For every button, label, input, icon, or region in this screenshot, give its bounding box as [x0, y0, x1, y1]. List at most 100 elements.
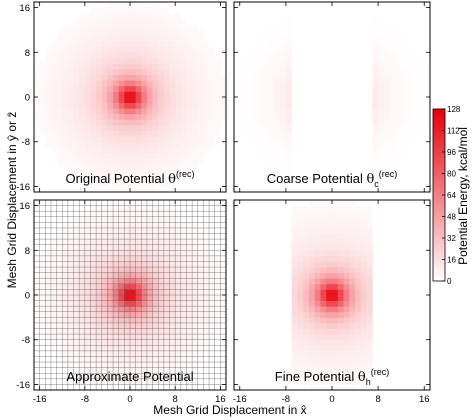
heatmap-cell	[84, 283, 91, 290]
heatmap-cell	[118, 384, 125, 391]
heatmap-cell	[146, 69, 153, 76]
colorbar-swatch	[433, 208, 445, 212]
heatmap-cell	[268, 124, 275, 131]
heatmap-cell	[251, 63, 258, 70]
heatmap-cell	[73, 29, 80, 36]
heatmap-cell	[96, 180, 103, 187]
heatmap-cell	[56, 29, 63, 36]
heatmap-cell	[320, 267, 327, 274]
heatmap-cell	[56, 255, 63, 262]
heatmap-cell	[209, 339, 216, 346]
heatmap-cell	[79, 339, 86, 346]
heatmap-cell	[169, 356, 176, 363]
heatmap-cell	[308, 373, 316, 380]
heatmap-cell	[203, 261, 210, 268]
heatmap-cell	[107, 267, 114, 274]
heatmap-cell	[291, 205, 298, 212]
heatmap-cell	[378, 119, 385, 126]
heatmap-cell	[96, 367, 103, 374]
heatmap-cell	[343, 306, 350, 313]
heatmap-cell	[130, 57, 137, 64]
heatmap-cell	[158, 35, 165, 42]
heatmap-cell	[62, 91, 69, 98]
heatmap-cell	[314, 222, 321, 229]
heatmap-cell	[383, 119, 391, 126]
heatmap-cell	[274, 124, 281, 131]
heatmap-cell	[152, 130, 159, 137]
heatmap-cell	[418, 91, 425, 98]
heatmap-cell	[343, 255, 350, 262]
heatmap-cell	[67, 244, 74, 251]
heatmap-cell	[175, 311, 182, 318]
heatmap-cell	[360, 283, 367, 290]
heatmap-cell	[118, 295, 125, 301]
heatmap-cell	[203, 345, 210, 352]
heatmap-cell	[113, 35, 120, 42]
heatmap-cell	[118, 175, 125, 182]
heatmap-cell	[383, 85, 391, 92]
heatmap-cell	[383, 74, 391, 81]
heatmap-cell	[141, 158, 148, 165]
heatmap-cell	[141, 29, 148, 36]
heatmap-cell	[45, 311, 52, 318]
heatmap-cell	[169, 113, 176, 120]
heatmap-cell	[124, 147, 131, 154]
heatmap-cell	[146, 367, 153, 374]
heatmap-cell	[118, 69, 125, 76]
heatmap-cell	[113, 13, 120, 20]
heatmap-cell	[84, 300, 91, 307]
heatmap-cell	[135, 152, 142, 159]
heatmap-cell	[90, 267, 97, 274]
heatmap-cell	[251, 108, 258, 115]
heatmap-cell	[383, 41, 391, 48]
heatmap-cell	[343, 227, 350, 234]
heatmap-cell	[45, 339, 52, 346]
heatmap-cell	[355, 362, 362, 369]
heatmap-cell	[84, 18, 91, 25]
heatmap-cell	[113, 186, 120, 193]
heatmap-cell	[141, 362, 148, 369]
heatmap-cell	[130, 169, 137, 176]
heatmap-cell	[257, 74, 264, 81]
heatmap-cell	[45, 141, 52, 148]
heatmap-cell	[291, 367, 298, 374]
heatmap-cell	[107, 41, 114, 48]
heatmap-cell	[141, 35, 148, 42]
heatmap-cell	[175, 24, 182, 31]
heatmap-cell	[84, 102, 91, 109]
heatmap-cell	[113, 164, 120, 171]
heatmap-cell	[285, 108, 293, 115]
heatmap-cell	[209, 130, 216, 137]
heatmap-cell	[124, 41, 131, 48]
heatmap-cell	[203, 57, 210, 64]
heatmap-cell	[118, 244, 125, 251]
heatmap-cell	[135, 295, 142, 301]
heatmap-cell	[297, 272, 304, 279]
heatmap-cell	[146, 373, 153, 380]
heatmap-cell	[107, 328, 114, 335]
heatmap-cell	[50, 74, 57, 81]
heatmap-cell	[107, 295, 114, 301]
panel-title: Coarse Potential θc(rec)	[267, 169, 398, 189]
heatmap-cell	[124, 57, 131, 64]
heatmap-cell	[197, 255, 204, 262]
heatmap-cell	[285, 57, 293, 64]
heatmap-cell	[355, 317, 362, 324]
heatmap-cell	[90, 317, 97, 324]
heatmap-cell	[118, 216, 125, 223]
heatmap-cell	[96, 306, 103, 313]
heatmap-cell	[372, 102, 379, 109]
heatmap-cell	[118, 147, 125, 154]
heatmap-cell	[343, 334, 350, 341]
colorbar-swatch	[433, 125, 445, 129]
heatmap-cell	[383, 97, 391, 103]
heatmap-cell	[146, 52, 153, 59]
heatmap-cell	[73, 367, 80, 374]
heatmap-cell	[251, 69, 258, 76]
heatmap-cell	[203, 300, 210, 307]
heatmap-cell	[180, 339, 187, 346]
heatmap-cell	[169, 222, 176, 229]
heatmap-cell	[118, 261, 125, 268]
heatmap-cell	[56, 227, 63, 234]
heatmap-cell	[192, 283, 199, 290]
